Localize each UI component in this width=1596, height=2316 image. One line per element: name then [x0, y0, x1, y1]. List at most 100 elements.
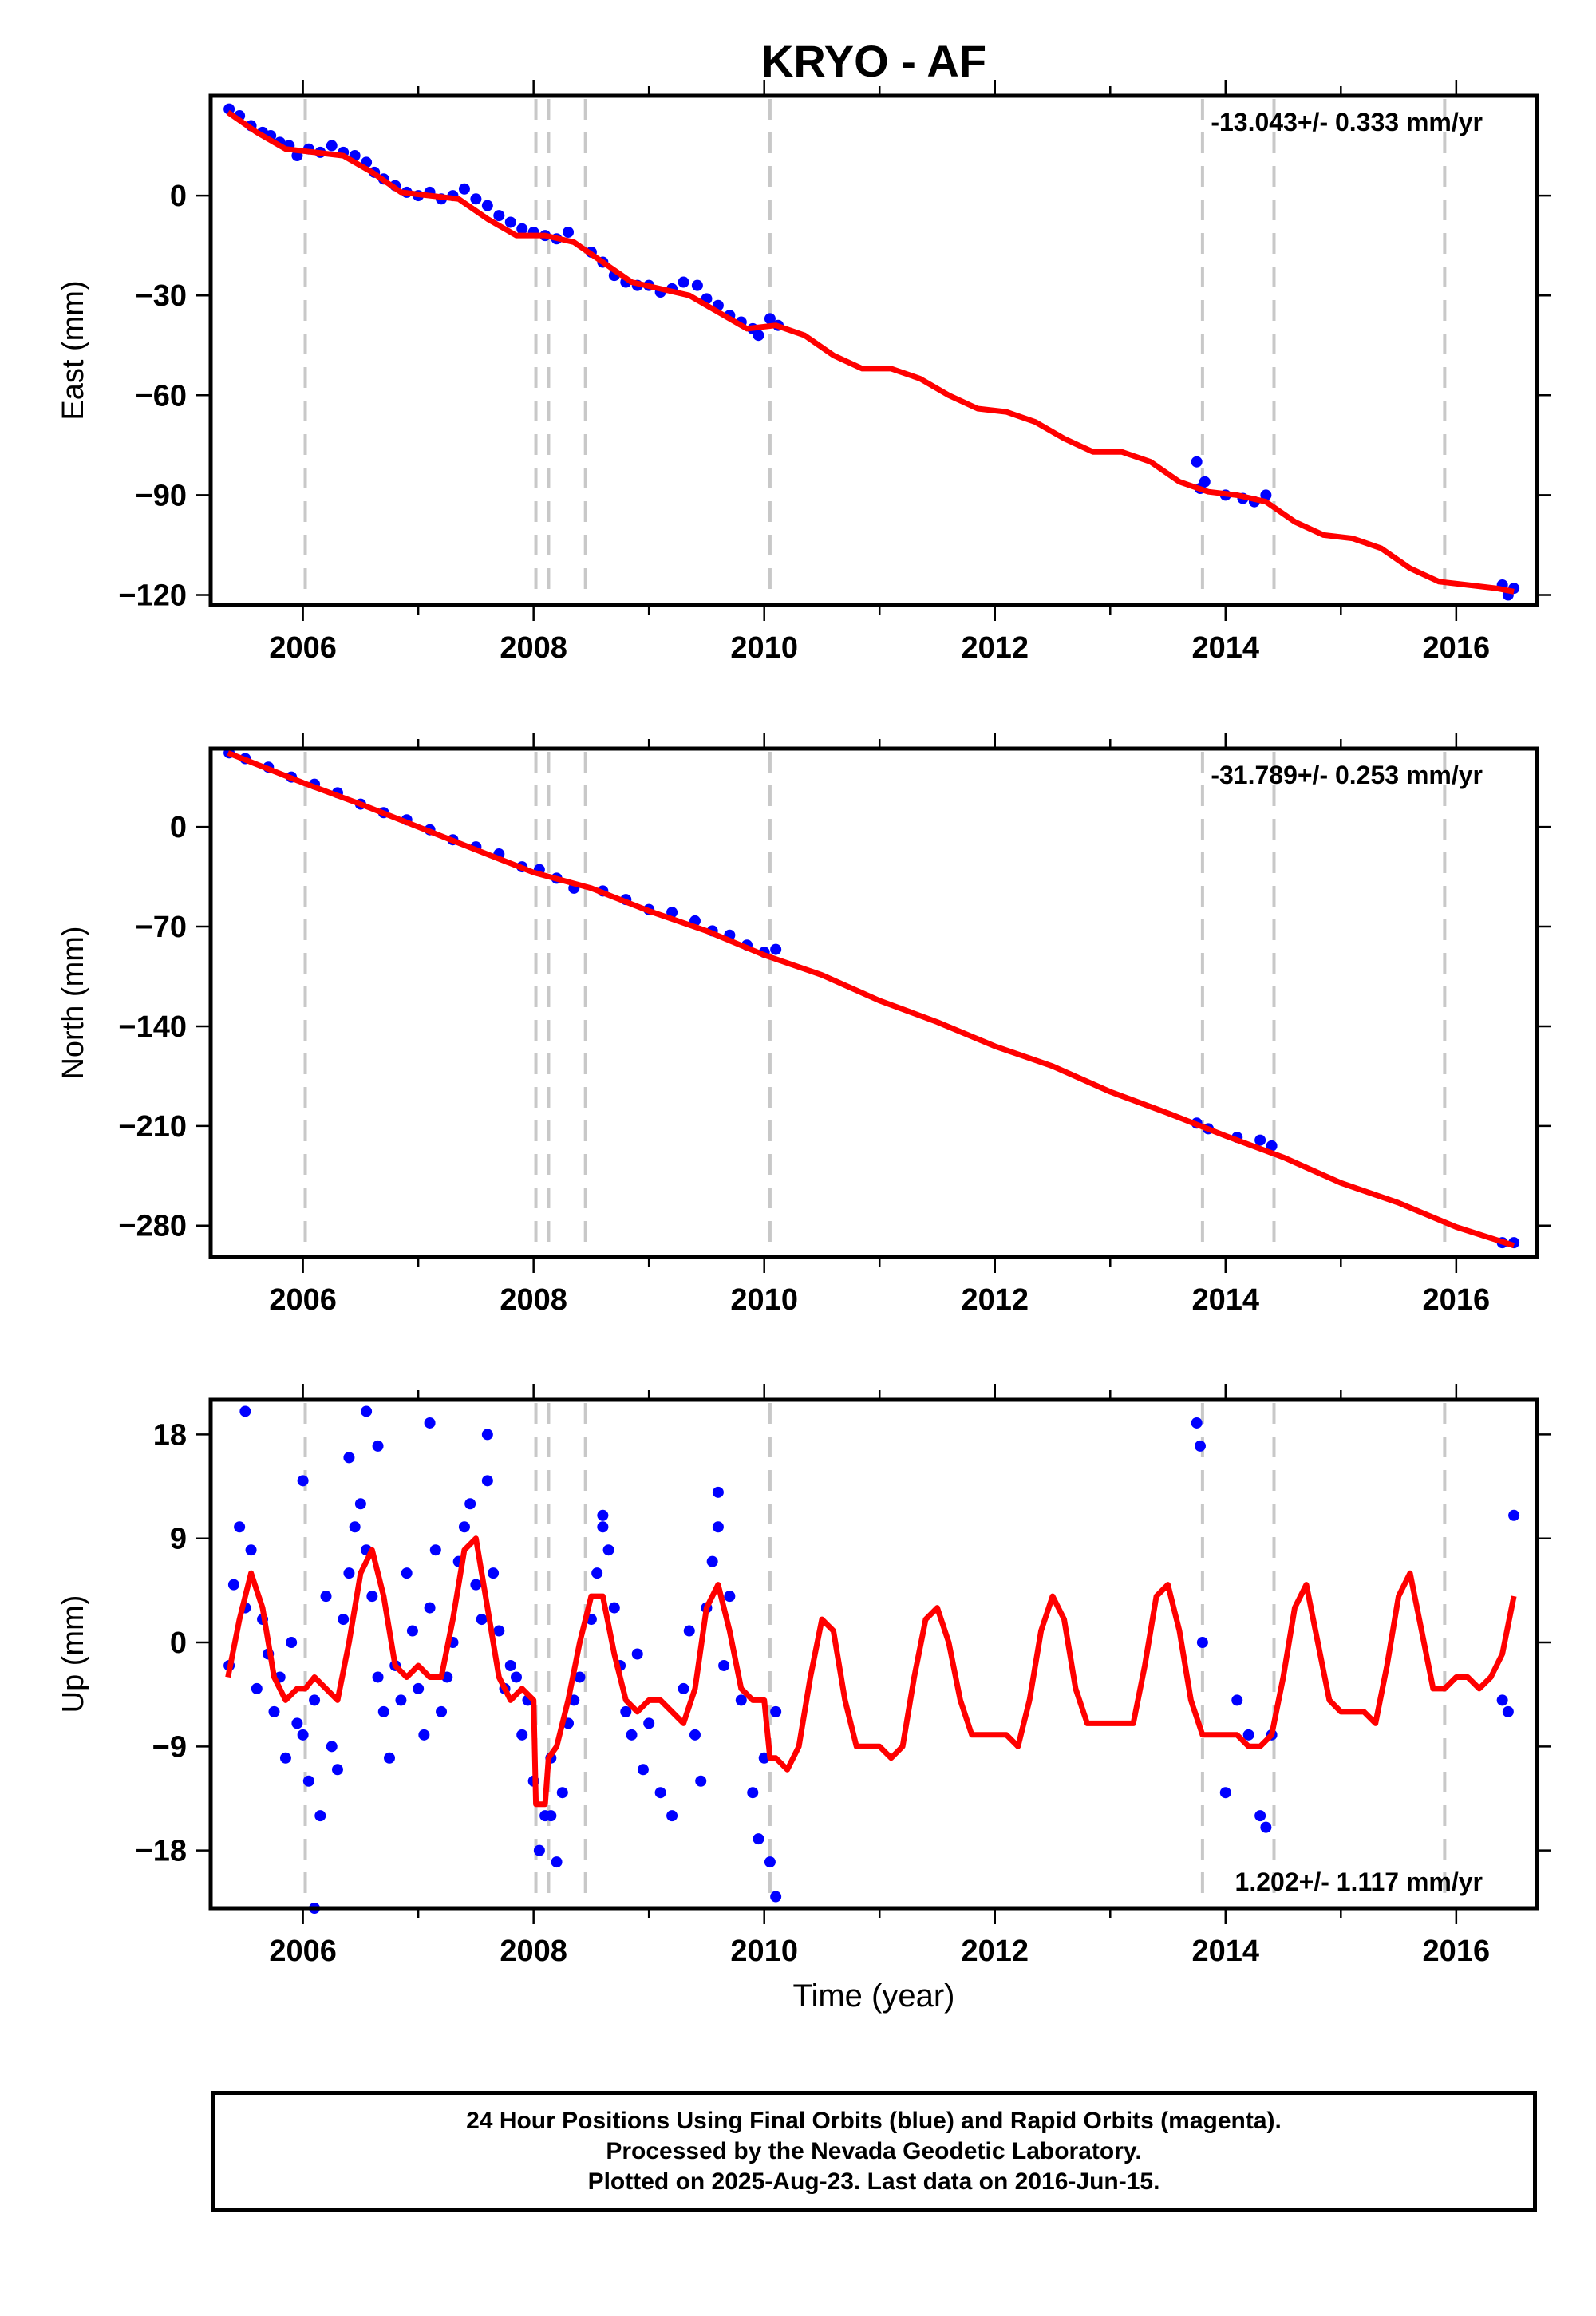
y-tick-label: 0	[170, 1626, 187, 1660]
x-tick-label: 2010	[730, 631, 798, 665]
x-tick-label: 2008	[500, 1935, 567, 1968]
data-point	[1496, 1694, 1508, 1706]
data-point	[770, 1891, 782, 1903]
footer-line-1: 24 Hour Positions Using Final Orbits (bl…	[466, 2108, 1282, 2134]
model-line	[225, 1535, 1517, 1808]
data-point	[706, 1555, 718, 1567]
data-point	[481, 200, 493, 211]
data-point	[683, 1625, 695, 1637]
data-point	[1196, 1637, 1208, 1649]
data-point	[637, 1764, 649, 1776]
data-point	[718, 1659, 730, 1671]
model-line	[227, 750, 1515, 1249]
model-line	[226, 109, 1515, 595]
x-tick-label: 2008	[500, 1283, 567, 1317]
data-point	[753, 1833, 764, 1845]
data-point	[516, 1729, 528, 1741]
x-tick-label: 2012	[961, 1935, 1029, 1968]
data-point	[354, 1498, 366, 1510]
data-point	[1260, 489, 1272, 501]
data-point	[279, 1752, 291, 1764]
data-point	[724, 1591, 736, 1603]
data-point	[395, 1694, 407, 1706]
data-point	[608, 1602, 620, 1614]
data-point	[770, 1705, 782, 1717]
y-tick-label: 9	[170, 1523, 187, 1556]
x-tick-label: 2016	[1423, 1283, 1491, 1317]
rate-label: -13.043+/- 0.333 mm/yr	[1211, 108, 1483, 136]
data-point	[320, 1591, 332, 1603]
data-point	[372, 1440, 384, 1452]
data-point	[626, 1729, 638, 1741]
data-point	[602, 1544, 614, 1556]
data-point	[372, 1671, 384, 1683]
x-tick-label: 2006	[269, 631, 337, 665]
figure-title: KRYO - AF	[761, 36, 986, 86]
x-axis-label: Time (year)	[793, 1978, 955, 2014]
data-point	[1231, 1694, 1243, 1706]
data-point	[331, 1764, 343, 1776]
y-tick-label: −90	[136, 479, 187, 512]
north-panel: 2006 2008 2010 2012 2014 2016 0 −70 −140 −210 −280…	[57, 733, 1551, 1317]
data-point	[234, 1521, 246, 1533]
data-point	[470, 1579, 482, 1591]
data-point	[770, 943, 782, 955]
plot-frame	[208, 1397, 1539, 1911]
footer-box: 24 Hour Positions Using Final Orbits (bl…	[211, 2091, 1537, 2212]
up-panel: 2006 2008 2010 2012 2014 2016 18 9 0 −9 −18 Up (mm)…	[57, 1384, 1551, 1968]
footer-line-2: Processed by the Nevada Geodetic Laborat…	[606, 2138, 1142, 2164]
east-panel: 2006 2008 2010 2012 2014 2016 0 −30 −60 −90 −120 Ea…	[57, 80, 1551, 665]
data-point	[597, 1521, 609, 1533]
data-point	[302, 1775, 314, 1787]
x-tick-label: 2012	[961, 631, 1029, 665]
data-point	[764, 313, 776, 325]
data-point	[551, 1856, 563, 1868]
y-tick-label: 0	[170, 811, 187, 844]
data-point	[338, 1614, 350, 1626]
data-point	[631, 1648, 643, 1660]
data-point	[504, 216, 516, 228]
y-axis-label: North (mm)	[57, 926, 90, 1079]
data-point	[470, 193, 482, 205]
data-point	[297, 1475, 309, 1487]
y-tick-label: −30	[136, 279, 187, 313]
data-point	[314, 1810, 326, 1822]
x-tick-label: 2016	[1423, 631, 1491, 665]
data-point	[1260, 1821, 1272, 1833]
data-point	[735, 1694, 747, 1706]
data-point	[424, 1417, 436, 1429]
data-point	[343, 1567, 355, 1579]
x-tick-label: 2010	[730, 1935, 798, 1968]
x-tick-label: 2006	[269, 1283, 337, 1317]
data-point	[384, 1752, 396, 1764]
data-point	[695, 1775, 707, 1787]
data-point	[574, 1671, 586, 1683]
x-tick-label: 2014	[1192, 1935, 1260, 1968]
data-point	[349, 1521, 361, 1533]
data-point	[712, 1521, 724, 1533]
footer-line-3: Plotted on 2025-Aug-23. Last data on 201…	[587, 2168, 1160, 2195]
y-axis-label: East (mm)	[57, 280, 90, 420]
data-point	[678, 276, 689, 288]
data-point	[747, 1787, 759, 1799]
data-point	[654, 1787, 666, 1799]
x-tick-label: 2014	[1192, 631, 1260, 665]
data-point	[488, 1567, 500, 1579]
data-point	[556, 1787, 568, 1799]
data-point	[436, 1705, 448, 1717]
data-point	[1254, 1810, 1266, 1822]
data-point	[377, 1705, 389, 1717]
data-point	[286, 1637, 298, 1649]
data-point	[563, 226, 575, 238]
x-tick-label: 2016	[1423, 1935, 1491, 1968]
data-point	[366, 1591, 378, 1603]
x-tick-label: 2006	[269, 1935, 337, 1968]
data-point	[504, 1659, 516, 1671]
data-point	[691, 279, 703, 291]
y-tick-label: −60	[136, 379, 187, 413]
data-point	[1266, 1140, 1278, 1152]
y-tick-label: −280	[118, 1210, 187, 1243]
x-tick-label: 2014	[1192, 1283, 1260, 1317]
data-point	[1191, 456, 1203, 468]
